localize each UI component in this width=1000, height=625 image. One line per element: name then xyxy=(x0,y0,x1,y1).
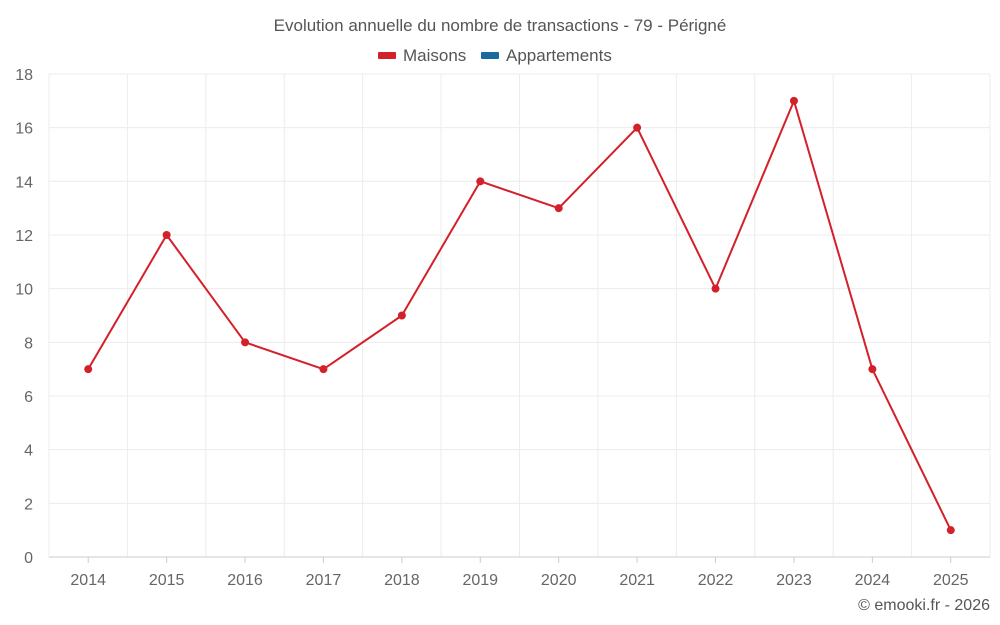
y-tick-label: 16 xyxy=(15,121,33,138)
grid xyxy=(48,73,991,557)
x-tick-label: 2019 xyxy=(462,572,498,589)
x-tick-label: 2022 xyxy=(698,572,734,589)
chart-title: Evolution annuelle du nombre de transact… xyxy=(274,16,727,35)
y-tick-label: 14 xyxy=(15,174,33,191)
data-point[interactable] xyxy=(162,231,171,239)
data-point[interactable] xyxy=(476,177,485,186)
y-tick-label: 4 xyxy=(24,443,33,460)
x-tick-label: 2020 xyxy=(541,572,577,589)
x-tick-label: 2016 xyxy=(227,572,263,589)
legend-item-maisons[interactable]: Maisons xyxy=(378,46,466,65)
data-point[interactable] xyxy=(789,96,798,105)
x-axis: 2014 2015 2016 2017 2018 2019 2020 2021 2022 2023… xyxy=(49,556,990,589)
legend-label-maisons: Maisons xyxy=(403,46,466,65)
data-point[interactable] xyxy=(319,365,328,374)
y-tick-label: 18 xyxy=(15,67,33,84)
x-tick-label: 2025 xyxy=(933,572,969,589)
x-tick-label: 2017 xyxy=(306,572,342,589)
series-line-maisons xyxy=(87,99,952,531)
y-tick-label: 8 xyxy=(24,335,33,352)
legend-swatch-maisons xyxy=(378,52,396,59)
data-point[interactable] xyxy=(633,123,642,132)
data-point[interactable] xyxy=(554,204,563,213)
y-tick-label: 10 xyxy=(15,282,33,299)
data-point[interactable] xyxy=(241,338,250,347)
credit-text: © emooki.fr - 2026 xyxy=(858,597,990,614)
x-tick-label: 2018 xyxy=(384,572,420,589)
y-tick-label: 2 xyxy=(24,496,33,513)
x-tick-label: 2014 xyxy=(70,572,106,589)
data-point[interactable] xyxy=(84,365,93,374)
x-tick-label: 2021 xyxy=(619,572,655,589)
legend-swatch-appartements xyxy=(481,52,499,59)
legend-item-appartements[interactable]: Appartements xyxy=(481,46,612,65)
legend-label-appartements: Appartements xyxy=(506,46,612,65)
data-point[interactable] xyxy=(868,365,877,374)
data-point[interactable] xyxy=(397,311,406,320)
legend: Maisons Appartements xyxy=(378,46,612,65)
y-tick-label: 0 xyxy=(24,550,33,567)
data-point[interactable] xyxy=(711,284,720,293)
data-point[interactable] xyxy=(946,526,955,535)
y-axis: 0 2 4 6 8 10 12 14 16 18 xyxy=(15,67,33,567)
x-tick-label: 2024 xyxy=(855,572,891,589)
y-tick-label: 12 xyxy=(15,228,33,245)
series-maisons xyxy=(84,96,955,535)
x-tick-label: 2023 xyxy=(776,572,812,589)
x-tick-label: 2015 xyxy=(149,572,185,589)
y-tick-label: 6 xyxy=(24,389,33,406)
